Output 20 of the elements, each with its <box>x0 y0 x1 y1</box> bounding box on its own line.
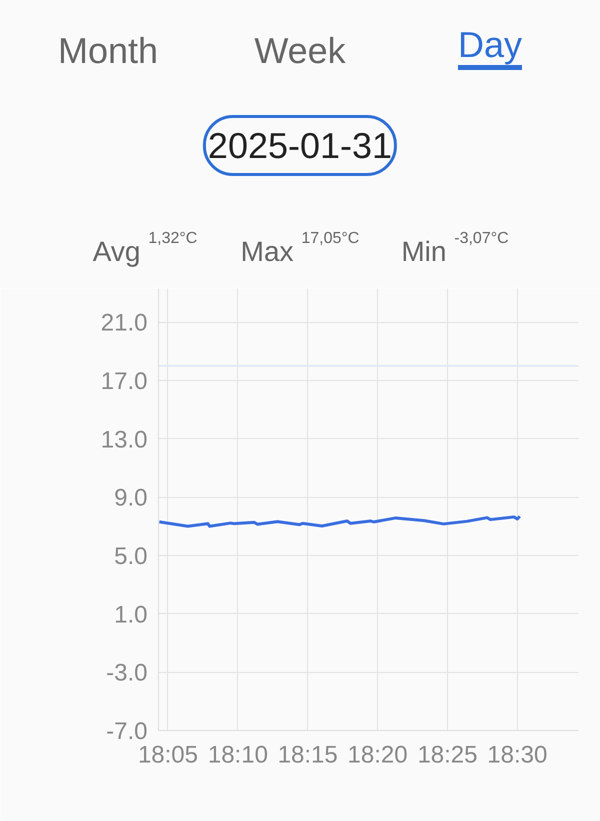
y-tick-label: 5.0 <box>114 542 148 570</box>
text: Week <box>254 29 346 73</box>
text: Avg $^{1,32°C}$ <box>92 230 198 269</box>
y-tick-label: 9.0 <box>114 484 148 512</box>
x-tick-label: 18:10 <box>208 742 268 768</box>
x-tick-label: 18:15 <box>278 742 338 768</box>
y-tick-label: 17.0 <box>100 368 148 395</box>
x-tick-label: 18:25 <box>417 742 478 768</box>
text: Min $^{-3,07°C}$ <box>401 230 509 269</box>
chart-title: 2025-01-31 <box>202 115 398 176</box>
y-tick-label: 13.0 <box>100 426 148 454</box>
text: Max $^{17,05°C}$ <box>240 230 360 269</box>
x-tick-label: 18:30 <box>487 742 548 768</box>
text: Month <box>58 29 158 73</box>
text: Day <box>458 24 522 70</box>
line-series <box>158 514 522 528</box>
y-tick-label: 1.0 <box>114 601 148 628</box>
x-tick-label: 18:20 <box>348 742 408 768</box>
y-tick-label: 21.0 <box>100 310 148 337</box>
y-tick-label: -3.0 <box>106 660 148 687</box>
